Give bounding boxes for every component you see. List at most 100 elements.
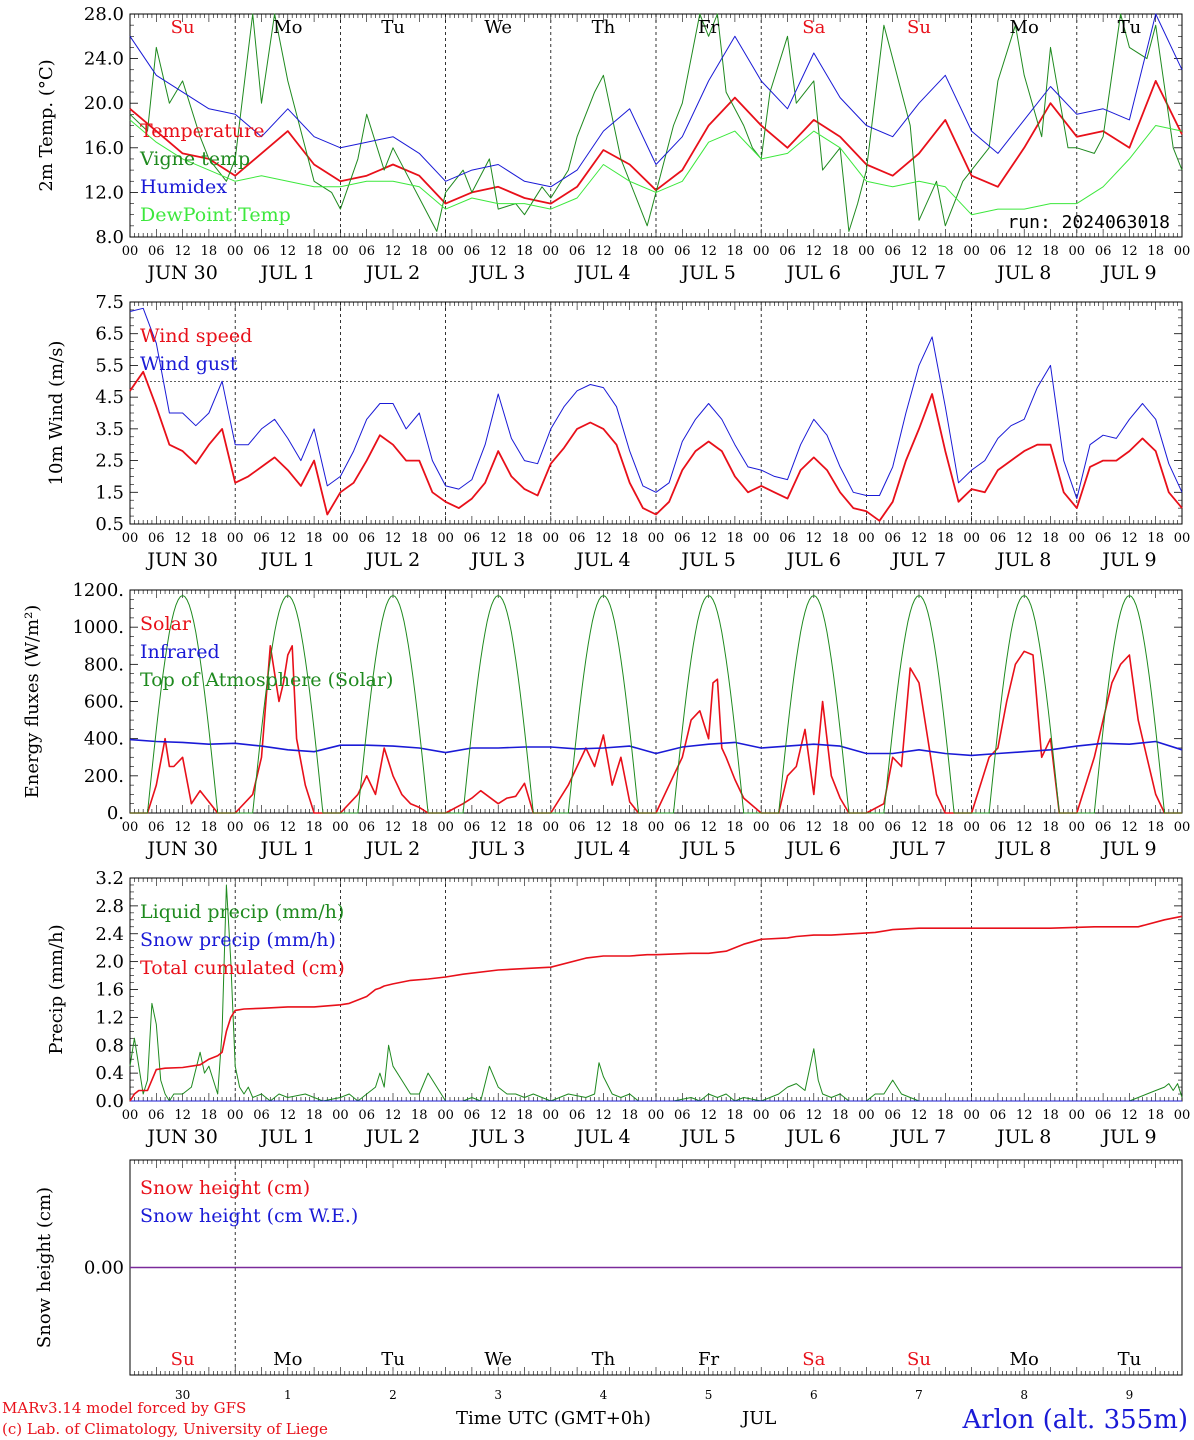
hour-label: 18 bbox=[1042, 1108, 1059, 1123]
hour-label: 00 bbox=[963, 820, 980, 835]
hour-label: 06 bbox=[358, 820, 375, 835]
hour-label: 18 bbox=[832, 531, 849, 546]
hour-label: 00 bbox=[227, 531, 244, 546]
date-label: JUL 2 bbox=[364, 1126, 420, 1148]
date-label: JUL 9 bbox=[1100, 549, 1156, 571]
weekday-label-bottom: Su bbox=[907, 1349, 931, 1370]
weekday-label: Su bbox=[171, 17, 195, 38]
y-tick-label: 200. bbox=[84, 766, 124, 787]
legend-energy-1: Infrared bbox=[140, 641, 220, 663]
y-tick-label: 20.0 bbox=[84, 93, 124, 114]
hour-label: 12 bbox=[700, 531, 717, 546]
series-energy-2 bbox=[130, 595, 1182, 814]
y-tick-label: 0.8 bbox=[95, 1035, 124, 1056]
hour-label: 06 bbox=[779, 531, 796, 546]
date-label: JUL 7 bbox=[890, 838, 946, 860]
day-number-label: 4 bbox=[600, 1388, 608, 1402]
hour-label: 12 bbox=[280, 820, 297, 835]
hour-label: 00 bbox=[1069, 244, 1086, 259]
legend-temp-2: Humidex bbox=[140, 176, 227, 198]
y-tick-label: 1.6 bbox=[95, 980, 124, 1001]
y-axis-label-precip: Precip (mm/h) bbox=[46, 924, 67, 1054]
date-label: JUN 30 bbox=[145, 838, 217, 860]
legend-precip-2: Total cumulated (cm) bbox=[140, 957, 345, 979]
hour-label: 18 bbox=[1147, 531, 1164, 546]
series-temp-2 bbox=[129, 13, 1183, 188]
date-label: JUL 4 bbox=[574, 549, 630, 571]
weekday-label: Sa bbox=[802, 17, 825, 38]
date-label: JUL 9 bbox=[1100, 262, 1156, 284]
hour-label: 18 bbox=[621, 820, 638, 835]
date-label: JUL 1 bbox=[259, 262, 315, 284]
hour-label: 06 bbox=[358, 1108, 375, 1123]
hour-label: 12 bbox=[174, 1108, 191, 1123]
hour-label: 12 bbox=[911, 531, 928, 546]
hour-label: 18 bbox=[1147, 820, 1164, 835]
hour-label: 06 bbox=[674, 531, 691, 546]
hour-label: 12 bbox=[806, 531, 823, 546]
date-label: JUL 6 bbox=[785, 838, 841, 860]
y-tick-label: 24.0 bbox=[84, 49, 124, 70]
hour-label: 00 bbox=[543, 1108, 560, 1123]
hour-label: 12 bbox=[490, 531, 507, 546]
hour-label: 06 bbox=[464, 1108, 481, 1123]
hour-label: 12 bbox=[280, 1108, 297, 1123]
date-label: JUL 3 bbox=[469, 1126, 525, 1148]
y-tick-label: 8.0 bbox=[95, 227, 124, 248]
hour-label: 18 bbox=[937, 820, 954, 835]
hour-label: 12 bbox=[1121, 531, 1138, 546]
hour-label: 00 bbox=[753, 820, 770, 835]
date-label: JUL 8 bbox=[995, 838, 1051, 860]
hour-label: 00 bbox=[122, 244, 139, 259]
hour-label: 18 bbox=[832, 820, 849, 835]
hour-label: 18 bbox=[516, 1108, 533, 1123]
y-tick-label: 2.5 bbox=[95, 451, 124, 472]
panel-frame-energy bbox=[129, 589, 1183, 814]
hour-label: 00 bbox=[858, 1108, 875, 1123]
date-label: JUL 5 bbox=[679, 1126, 735, 1148]
series-energy-1 bbox=[129, 738, 1183, 757]
weekday-label-bottom: Sa bbox=[802, 1349, 825, 1370]
hour-label: 12 bbox=[174, 531, 191, 546]
y-tick-label: 0.4 bbox=[95, 1063, 124, 1084]
hour-label: 00 bbox=[437, 1108, 454, 1123]
hour-label: 06 bbox=[253, 244, 270, 259]
date-label: JUL 5 bbox=[679, 262, 735, 284]
hour-label: 06 bbox=[884, 244, 901, 259]
footer-copyright: (c) Lab. of Climatology, University of L… bbox=[2, 1420, 328, 1438]
y-tick-label: 2.0 bbox=[95, 952, 124, 973]
hour-label: 00 bbox=[1174, 531, 1191, 546]
weekday-label: Mo bbox=[1010, 17, 1039, 38]
y-tick-label: 1.5 bbox=[95, 482, 124, 503]
y-tick-label: 0.0 bbox=[95, 1091, 124, 1112]
hour-label: 00 bbox=[122, 531, 139, 546]
hour-label: 00 bbox=[1069, 820, 1086, 835]
date-label: JUN 30 bbox=[145, 262, 217, 284]
hour-label: 06 bbox=[253, 1108, 270, 1123]
hour-label: 06 bbox=[884, 1108, 901, 1123]
hour-label: 00 bbox=[332, 1108, 349, 1123]
y-tick-label: 28.0 bbox=[84, 4, 124, 25]
hour-label: 06 bbox=[569, 1108, 586, 1123]
hour-label: 06 bbox=[779, 820, 796, 835]
series-wind-0 bbox=[129, 370, 1183, 522]
hour-label: 00 bbox=[1174, 1108, 1191, 1123]
date-label: JUL 6 bbox=[785, 1126, 841, 1148]
date-label: JUL 9 bbox=[1100, 1126, 1156, 1148]
hour-label: 00 bbox=[437, 820, 454, 835]
hour-label: 06 bbox=[358, 244, 375, 259]
weekday-label: Fr bbox=[698, 17, 719, 38]
date-label: JUL 3 bbox=[469, 549, 525, 571]
y-tick-label: 1000. bbox=[72, 617, 124, 638]
hour-label: 00 bbox=[332, 244, 349, 259]
day-number-label: 8 bbox=[1020, 1388, 1028, 1402]
y-tick-label: 3.5 bbox=[95, 419, 124, 440]
hour-label: 06 bbox=[779, 244, 796, 259]
text-layer: 8.012.016.020.024.028.02m Temp. (°C)00 06… bbox=[22, 4, 1190, 1402]
series-precip-2 bbox=[129, 915, 1183, 1102]
date-label: JUL 2 bbox=[364, 262, 420, 284]
hour-label: 00 bbox=[437, 244, 454, 259]
hour-label: 00 bbox=[753, 244, 770, 259]
date-label: JUL 7 bbox=[890, 549, 946, 571]
